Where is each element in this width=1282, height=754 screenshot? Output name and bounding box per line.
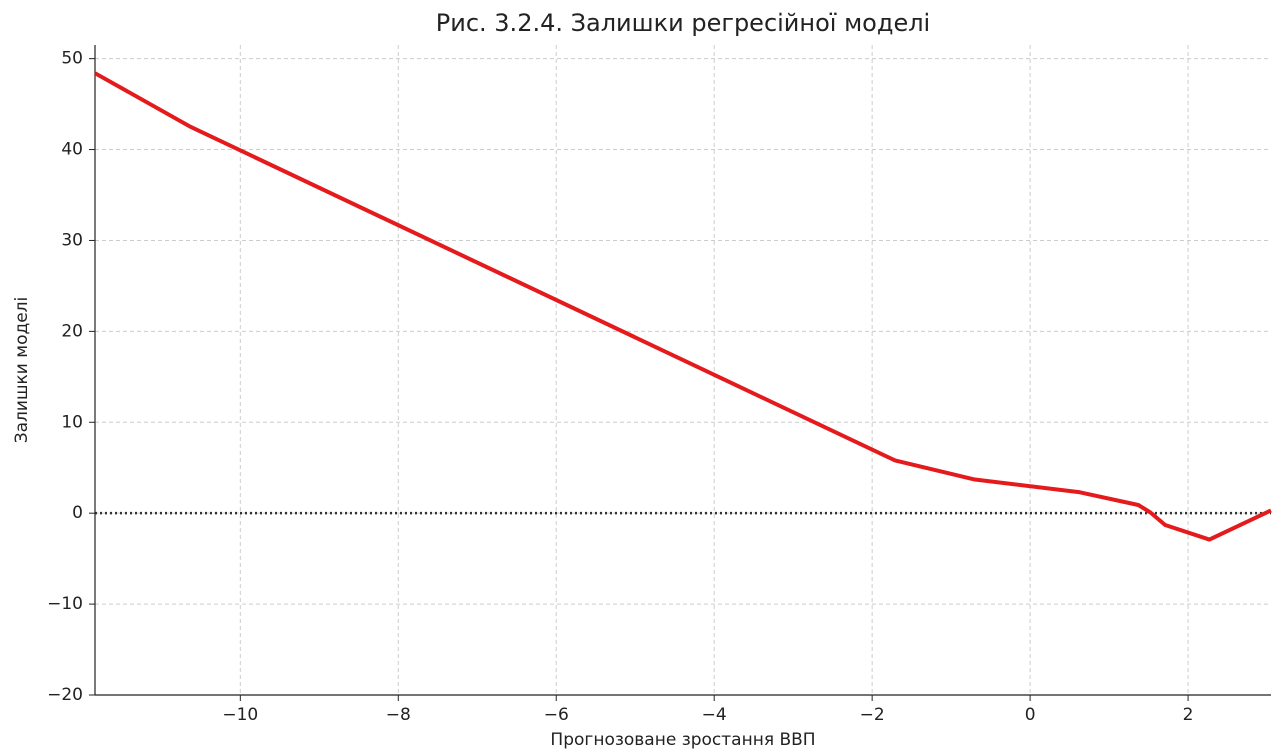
x-tick-label: −8	[386, 705, 411, 725]
x-tick-label: 2	[1183, 705, 1194, 725]
x-tick-label: 0	[1025, 705, 1036, 725]
x-tick-label: −6	[544, 705, 569, 725]
y-tick-label: 20	[61, 321, 83, 341]
x-axis-label: Прогнозоване зростання ВВП	[550, 730, 815, 750]
y-tick-label: 10	[61, 412, 83, 432]
y-tick-label: −10	[47, 594, 83, 614]
y-tick-label: 40	[61, 140, 83, 160]
data-line	[94, 71, 1272, 542]
x-tick-label: −2	[860, 705, 885, 725]
y-tick-label: 30	[61, 230, 83, 250]
chart-title: Рис. 3.2.4. Залишки регресійної моделі	[436, 9, 930, 37]
y-tick-label: 50	[61, 49, 83, 69]
x-tick-label: −10	[222, 705, 258, 725]
y-tick-label: 0	[72, 503, 83, 523]
y-axis-label: Залишки моделі	[12, 297, 32, 444]
y-tick-label: −20	[47, 685, 83, 705]
x-tick-label: −4	[702, 705, 727, 725]
